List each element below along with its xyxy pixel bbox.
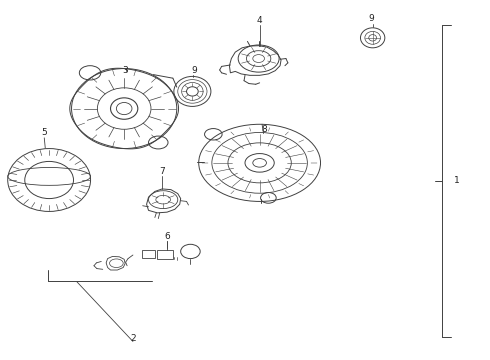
Text: 8: 8	[262, 125, 268, 134]
Text: 5: 5	[41, 128, 47, 137]
Text: 6: 6	[164, 232, 170, 241]
Text: 3: 3	[123, 66, 128, 75]
Text: 7: 7	[159, 167, 165, 176]
Text: 9: 9	[369, 14, 374, 23]
Text: 2: 2	[130, 333, 136, 342]
Text: 4: 4	[257, 15, 263, 24]
Text: 9: 9	[191, 66, 196, 75]
Text: 1: 1	[454, 176, 459, 185]
